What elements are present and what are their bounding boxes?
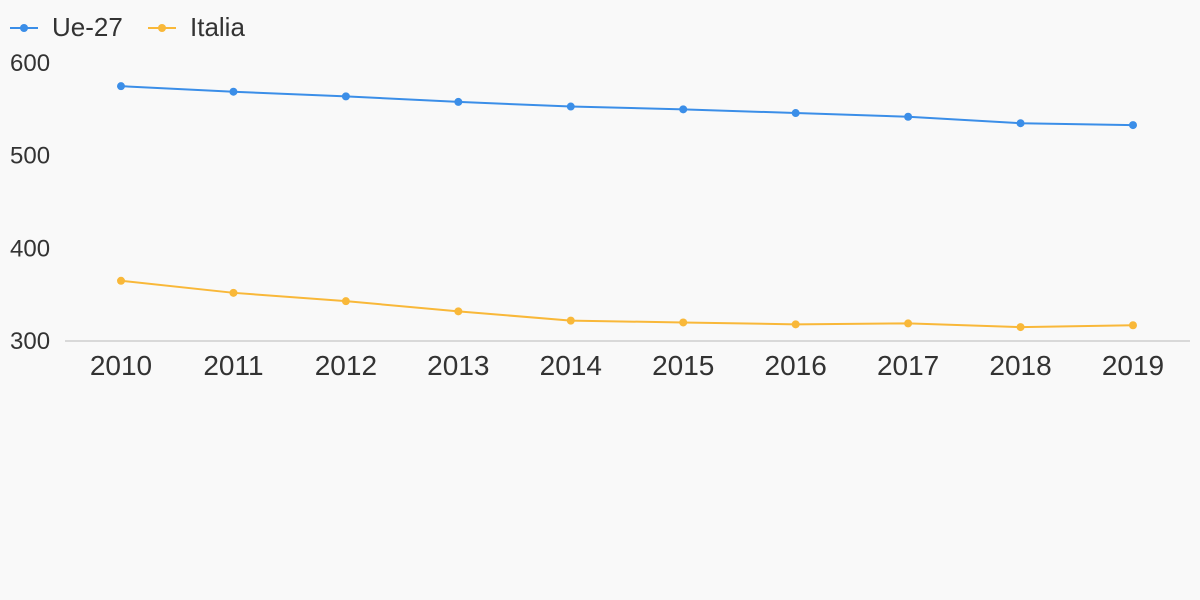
- series-line: [120, 85, 1134, 127]
- x-tick-label: 2016: [765, 350, 827, 381]
- legend-label: Italia: [190, 12, 245, 42]
- y-tick-label: 300: [10, 328, 50, 355]
- data-point: [566, 102, 575, 111]
- series-line: [120, 279, 1134, 329]
- data-point: [904, 112, 913, 121]
- data-point: [1016, 323, 1025, 332]
- data-point: [904, 319, 913, 328]
- y-tick-label: 600: [10, 50, 50, 77]
- x-tick-label: 2013: [427, 350, 489, 381]
- x-tick-label: 2011: [203, 350, 263, 381]
- legend-label: Ue-27: [52, 12, 123, 42]
- y-tick-label: 400: [10, 235, 50, 262]
- data-point: [454, 307, 463, 316]
- data-point: [117, 276, 125, 285]
- x-tick-label: 2010: [90, 350, 152, 381]
- data-point: [117, 82, 125, 91]
- x-tick-label: 2018: [989, 350, 1051, 381]
- x-tick-label: 2012: [315, 350, 377, 381]
- data-point: [679, 318, 688, 327]
- series-italia: [117, 276, 1137, 332]
- x-tick-label: 2017: [877, 350, 939, 381]
- data-point: [229, 87, 238, 96]
- x-tick-label: 2014: [540, 350, 602, 381]
- data-point: [791, 320, 800, 329]
- y-tick-label: 500: [10, 143, 50, 170]
- legend-item-italia[interactable]: Italia: [148, 12, 245, 42]
- legend: Ue-27 Italia: [10, 12, 245, 42]
- x-axis: 2010 2011 2012 2013 2014 2015 2016 2017 2018 2019: [65, 340, 1190, 381]
- data-point: [229, 288, 238, 297]
- legend-item-ue27[interactable]: Ue-27: [10, 12, 123, 42]
- data-point: [791, 109, 800, 118]
- x-tick-label: 2019: [1102, 350, 1164, 381]
- data-point: [1129, 121, 1137, 130]
- legend-swatch-marker: [20, 24, 28, 32]
- data-point: [341, 92, 350, 101]
- data-point: [341, 297, 350, 306]
- data-point: [1016, 119, 1025, 128]
- x-tick-label: 2015: [652, 350, 714, 381]
- series-ue-27: [117, 82, 1137, 130]
- data-point: [1129, 321, 1137, 330]
- data-point: [679, 105, 688, 114]
- y-axis: 300 400 500 600: [10, 50, 50, 355]
- series-layer: [117, 82, 1137, 332]
- data-point: [566, 316, 575, 325]
- data-point: [454, 97, 463, 106]
- legend-swatch-marker: [158, 24, 166, 32]
